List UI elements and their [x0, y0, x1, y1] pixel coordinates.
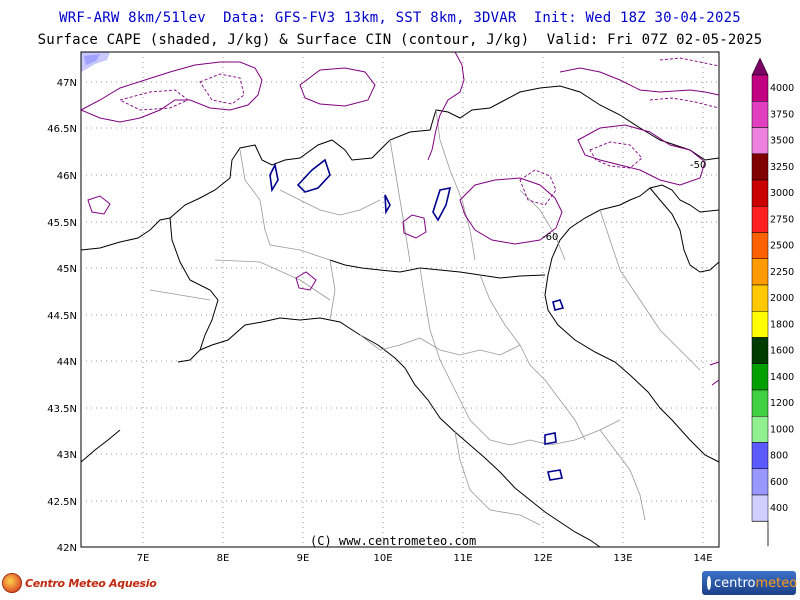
centrometeo-logo: centrometeo	[702, 571, 797, 595]
colorbar-level-label: 2250	[770, 267, 794, 278]
colorbar-swatch	[751, 311, 769, 338]
colorbar-swatch	[751, 337, 769, 364]
lat-label: 42N	[57, 543, 77, 554]
lat-label: 43.5N	[47, 404, 77, 415]
colorbar-level-label: 2750	[770, 214, 794, 225]
lake-small	[552, 299, 565, 311]
lat-label: 44N	[57, 357, 77, 368]
colorbar-level-label: 1600	[770, 346, 794, 357]
map-title-run-info: WRF-ARW 8km/51lev Data: GFS-FV3 13km, SS…	[59, 10, 741, 26]
logo-globe-icon	[2, 573, 22, 593]
logo-left-text: Centro Meteo Aquesio	[25, 576, 157, 590]
lat-label: 44.5N	[47, 311, 77, 322]
lake-como	[296, 158, 331, 193]
colorbar-level-label: 1400	[770, 372, 794, 383]
colorbar-swatch	[751, 416, 769, 443]
regional-borders	[149, 109, 701, 526]
lon-label: 13E	[613, 553, 632, 564]
lake-trasimeno	[544, 432, 557, 445]
cape-colorbar: 4000 3750 3500 3250 3000 2750 2500 2250 2000 1800…	[751, 57, 794, 547]
colorbar-level-label: 4000	[770, 83, 794, 94]
colorbar-level-label: 3750	[770, 109, 794, 120]
cin-label-50: -50	[690, 160, 706, 171]
lon-label: 14E	[693, 553, 712, 564]
colorbar-level-label: 3250	[770, 162, 794, 173]
colorbar-swatch	[751, 258, 769, 286]
cin-contours	[79, 51, 720, 386]
cape-shade-core	[84, 54, 100, 65]
lake-maggiore	[269, 162, 279, 193]
lat-label: 43N	[57, 450, 77, 461]
colorbar-swatch	[751, 494, 769, 522]
logo-right-text-b: meteo	[755, 575, 798, 591]
colorbar-level-label: 400	[770, 503, 788, 514]
lake-garda	[432, 186, 452, 222]
colorbar-swatch	[751, 232, 769, 259]
map-frame	[80, 51, 720, 548]
lake-iseo	[384, 194, 391, 215]
graticule	[81, 52, 719, 547]
lat-labels: 47N 46.5N 46N 45.5N 45N 44.5N 44N 43.5N …	[47, 78, 77, 554]
lake-bolsena	[547, 469, 563, 481]
coastline-borders	[80, 85, 720, 548]
lat-label: 45.5N	[47, 218, 77, 229]
lon-label: 11E	[453, 553, 472, 564]
colorbar-level-label: 1000	[770, 424, 794, 435]
lat-label: 47N	[57, 78, 77, 89]
colorbar-swatch	[751, 442, 769, 469]
colorbar-level-label: 2000	[770, 293, 794, 304]
logo-right-text-a: centro	[714, 575, 756, 591]
lat-label: 46.5N	[47, 124, 77, 135]
colorbar-swatch	[751, 389, 769, 417]
lat-label: 46N	[57, 171, 77, 182]
colorbar-top-arrow	[751, 57, 769, 76]
centro-meteo-aquesio-logo: Centro Meteo Aquesio	[2, 568, 157, 598]
map-credit: (C) www.centrometeo.com	[310, 534, 476, 548]
lon-label: 9E	[297, 553, 310, 564]
colorbar-level-label: 800	[770, 451, 788, 462]
lon-labels: 7E 8E 9E 10E 11E 12E 13E 14E	[137, 553, 713, 564]
colorbar-swatch	[751, 206, 769, 233]
cin-contours-dashed	[118, 57, 720, 206]
colorbar-swatch	[751, 127, 769, 154]
colorbar-level-label: 3500	[770, 136, 794, 147]
lat-label: 45N	[57, 264, 77, 275]
colorbar-level-label: 1800	[770, 319, 794, 330]
colorbar-swatch	[751, 179, 769, 207]
colorbar-bottom-tail	[752, 520, 769, 547]
map-title-field-info: Surface CAPE (shaded, J/kg) & Surface CI…	[37, 32, 763, 48]
colorbar-level-label: 600	[770, 477, 788, 488]
lon-label: 10E	[373, 553, 392, 564]
colorbar-swatch	[751, 363, 769, 391]
colorbar-swatch	[751, 74, 769, 102]
lakes	[269, 158, 565, 481]
colorbar-level-label: 3000	[770, 188, 794, 199]
cin-label-60: -60	[542, 232, 558, 243]
lat-label: 42.5N	[47, 497, 77, 508]
lon-label: 12E	[533, 553, 552, 564]
colorbar-swatch	[751, 468, 769, 496]
lon-label: 8E	[217, 553, 230, 564]
logo-ring-icon	[707, 576, 711, 590]
colorbar-swatch	[751, 101, 769, 128]
colorbar-swatch	[751, 284, 769, 312]
colorbar-level-label: 2500	[770, 241, 794, 252]
lon-label: 7E	[137, 553, 150, 564]
colorbar-swatch	[751, 153, 769, 181]
logo-right-text: centrometeo	[714, 576, 797, 591]
colorbar-level-label: 1200	[770, 398, 794, 409]
